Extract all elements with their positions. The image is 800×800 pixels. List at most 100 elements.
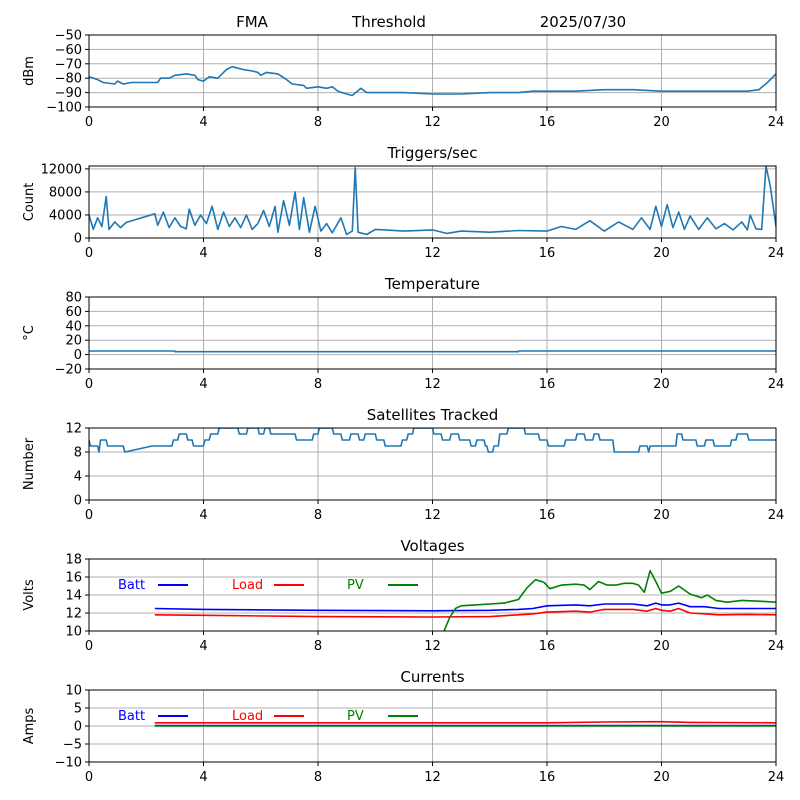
y-tick-label: 60 [65, 305, 82, 320]
y-axis-label: Volts [22, 579, 37, 611]
y-tick-label: 0 [74, 348, 82, 363]
x-tick-label: 20 [653, 246, 670, 261]
panel-title: Temperature [384, 275, 480, 293]
y-tick-label: 10 [65, 625, 82, 640]
series-line-batt [154, 602, 776, 612]
series-line [89, 65, 776, 97]
series-line [89, 428, 776, 453]
x-tick-label: 24 [768, 115, 785, 130]
x-tick-label: 16 [539, 246, 556, 261]
x-tick-label: 12 [424, 508, 441, 523]
header-label: Threshold [351, 13, 426, 31]
x-tick-label: 16 [539, 377, 556, 392]
y-axis-label: Amps [22, 707, 37, 744]
plot-frame [88, 34, 777, 108]
panel-threshold: 0 4 8 12 16 20 24 −100−90−80−70−60−50 dBm [22, 29, 784, 131]
series-line-load [154, 720, 776, 724]
y-tick-label: 0 [74, 232, 82, 247]
legend-label-pv: PV [347, 709, 364, 724]
y-tick-label: 16 [65, 571, 82, 586]
legend-label-batt: Batt [118, 578, 145, 593]
panel-title: Voltages [400, 537, 464, 555]
series-line [89, 166, 776, 236]
x-tick-label: 8 [314, 770, 322, 785]
panel-title: Satellites Tracked [367, 406, 498, 424]
y-tick-label: 4000 [49, 208, 82, 223]
legend-label-load: Load [232, 578, 263, 593]
y-tick-label: 14 [65, 589, 82, 604]
x-tick-label: 4 [199, 639, 207, 654]
series-line-load [154, 607, 776, 618]
x-tick-label: 16 [539, 508, 556, 523]
y-tick-label: −50 [55, 29, 82, 44]
x-tick-label: 4 [199, 508, 207, 523]
y-tick-label: 40 [65, 319, 82, 334]
y-tick-label: 0 [74, 720, 82, 735]
panel-title: Currents [400, 668, 464, 686]
series-line-pv [443, 569, 776, 631]
legend-label-pv: PV [347, 578, 364, 593]
plot-frame [88, 558, 777, 632]
x-tick-label: 16 [539, 115, 556, 130]
x-tick-label: 24 [768, 508, 785, 523]
y-tick-label: −5 [63, 738, 82, 753]
header-date: 2025/07/30 [540, 13, 626, 31]
y-tick-label: −90 [55, 86, 82, 101]
y-tick-label: −80 [55, 72, 82, 87]
panel-triggers: 0 4 8 12 16 20 24 0 4000 8000 12000 Triggers/sec Cou… [22, 144, 784, 261]
y-tick-label: 0 [74, 494, 82, 509]
y-tick-label: 80 [65, 291, 82, 306]
x-tick-label: 24 [768, 377, 785, 392]
x-tick-label: 8 [314, 508, 322, 523]
x-tick-label: 0 [85, 377, 93, 392]
y-axis-label: °C [22, 325, 37, 341]
y-tick-label: −10 [55, 756, 82, 771]
x-tick-label: 24 [768, 770, 785, 785]
y-tick-label: 8000 [49, 185, 82, 200]
legend-label-batt: Batt [118, 709, 145, 724]
x-tick-label: 20 [653, 377, 670, 392]
x-tick-label: 8 [314, 246, 322, 261]
y-tick-label: 8 [74, 446, 82, 461]
x-tick-label: 20 [653, 508, 670, 523]
x-tick-label: 24 [768, 246, 785, 261]
x-tick-label: 0 [85, 639, 93, 654]
x-tick-label: 0 [85, 770, 93, 785]
panel-satellites: 0 4 8 12 16 20 24 0 4 8 12 Satellites Tracked Number [22, 406, 784, 523]
x-tick-label: 4 [199, 377, 207, 392]
panel-title: Triggers/sec [387, 144, 478, 162]
x-tick-label: 4 [199, 246, 207, 261]
x-tick-label: 8 [314, 377, 322, 392]
x-tick-label: 12 [424, 770, 441, 785]
panel-currents: 0 4 8 12 16 20 24 −10 −5 0 5 10 Currents Amps Batt Load… [22, 668, 784, 785]
x-tick-label: 0 [85, 508, 93, 523]
y-tick-label: 12000 [41, 162, 82, 177]
x-tick-label: 4 [199, 770, 207, 785]
y-tick-label: 18 [65, 553, 82, 568]
y-axis-label: dBm [22, 56, 37, 86]
x-tick-label: 12 [424, 246, 441, 261]
legend-label-load: Load [232, 709, 263, 724]
x-tick-label: 12 [424, 115, 441, 130]
y-tick-label: −60 [55, 43, 82, 58]
series-line [89, 350, 776, 353]
x-tick-label: 0 [85, 246, 93, 261]
x-tick-label: 24 [768, 639, 785, 654]
panel-voltages: 0 4 8 12 16 20 24 10 12 14 16 18 Voltages Volts Batt Lo… [22, 537, 784, 654]
y-tick-label: −70 [55, 57, 82, 72]
plot-frame [88, 427, 777, 501]
y-tick-label: 5 [74, 702, 82, 717]
y-tick-label: 12 [65, 607, 82, 622]
x-tick-label: 12 [424, 377, 441, 392]
x-tick-label: 20 [653, 639, 670, 654]
plot-frame [88, 689, 777, 763]
y-tick-label: 10 [65, 684, 82, 699]
y-tick-label: −20 [55, 363, 82, 378]
x-tick-label: 12 [424, 639, 441, 654]
x-tick-label: 16 [539, 639, 556, 654]
plot-frame [88, 165, 777, 239]
y-tick-label: 20 [65, 334, 82, 349]
